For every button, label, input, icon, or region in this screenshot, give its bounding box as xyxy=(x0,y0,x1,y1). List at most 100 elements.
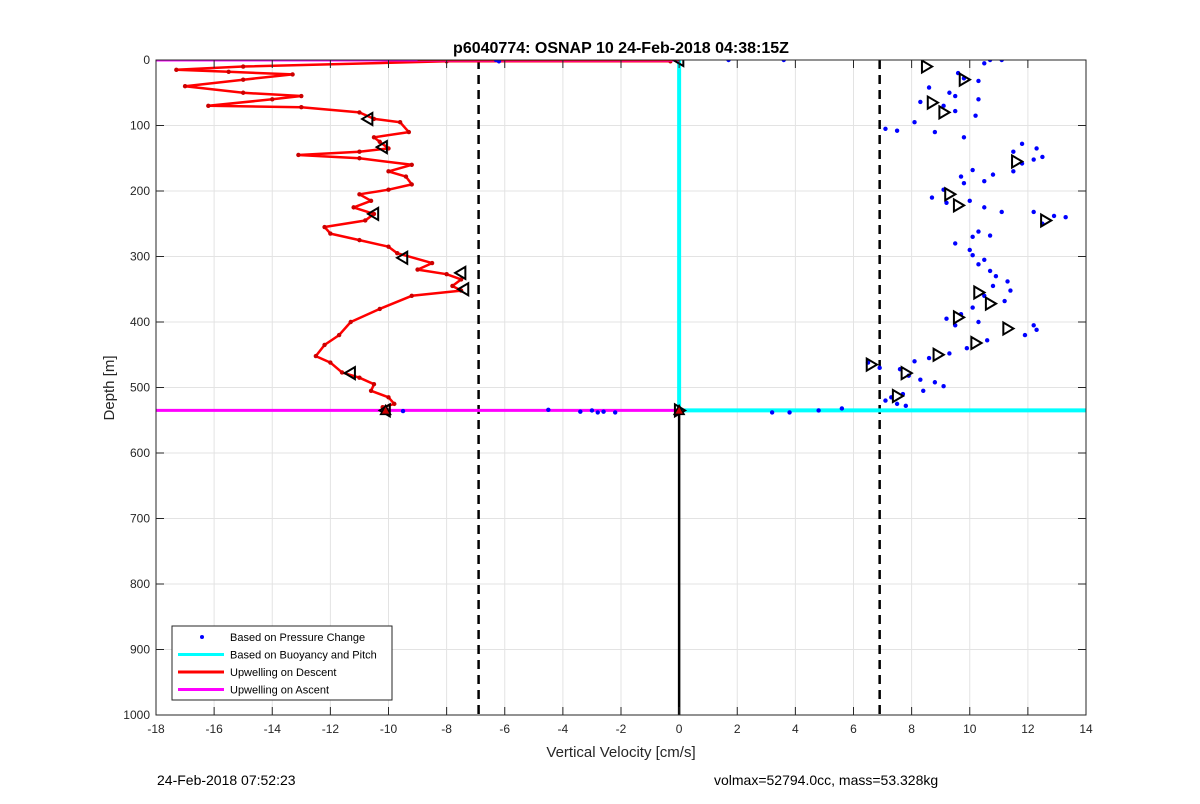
pressure-change-point xyxy=(967,247,972,253)
descent-point xyxy=(409,162,414,167)
chart-title: p6040774: OSNAP 10 24-Feb-2018 04:38:15Z xyxy=(453,40,789,57)
pressure-change-point xyxy=(929,195,935,200)
descent-point xyxy=(313,353,319,359)
y-tick-label: 700 xyxy=(130,512,150,526)
descent-point xyxy=(406,129,412,135)
turn-marker xyxy=(379,403,392,416)
turn-marker xyxy=(672,403,686,416)
x-tick-label: 6 xyxy=(850,722,857,736)
ascent-marker xyxy=(970,335,984,351)
descent-marker xyxy=(342,365,356,381)
ascent-marker xyxy=(958,71,972,88)
descent-point xyxy=(450,283,455,289)
ascent-marker xyxy=(920,60,935,75)
pressure-change-point xyxy=(1011,149,1016,154)
x-tick-label: 2 xyxy=(734,722,741,736)
descent-point xyxy=(357,237,362,243)
pressure-change-point xyxy=(1011,169,1016,174)
pressure-change-point xyxy=(953,241,958,246)
descent-point xyxy=(357,375,362,380)
descent-point xyxy=(328,360,333,365)
pressure-change-point xyxy=(726,60,731,63)
ascent-marker xyxy=(891,388,906,404)
y-tick-label: 500 xyxy=(130,381,150,395)
x-tick-label: -14 xyxy=(264,722,282,736)
descent-point xyxy=(357,156,362,161)
descent-point xyxy=(377,306,382,312)
ascent-marker xyxy=(900,365,914,381)
descent-point xyxy=(339,370,345,375)
pressure-change-point xyxy=(918,377,923,382)
descent-point xyxy=(386,244,391,249)
ascent-marker xyxy=(926,94,940,111)
descent-point xyxy=(368,388,374,393)
descent-point xyxy=(458,277,464,282)
pressure-change-point xyxy=(546,407,551,412)
descent-marker xyxy=(456,281,470,297)
pressure-change-point xyxy=(976,229,981,234)
footer-volmax-mass: volmax=52794.0cc, mass=53.328kg xyxy=(714,772,939,788)
ascent-marker xyxy=(1040,212,1054,229)
pressure-change-point xyxy=(982,61,987,66)
pressure-change-point xyxy=(970,252,975,258)
descent-point xyxy=(386,395,391,400)
legend-box xyxy=(171,625,393,701)
descent-marker xyxy=(365,206,380,222)
x-tick-label: -16 xyxy=(205,722,223,736)
pressure-change-point xyxy=(947,90,952,95)
pressure-change-point xyxy=(769,410,775,415)
ascent-marker xyxy=(984,295,999,312)
descent-point xyxy=(206,103,211,109)
descent-point xyxy=(240,77,246,82)
x-tick-label: -12 xyxy=(322,722,340,736)
descent-point xyxy=(386,169,391,174)
ascent-marker xyxy=(1011,153,1025,170)
legend-label: Upwelling on Ascent xyxy=(230,685,329,697)
pressure-change-point xyxy=(982,205,987,210)
pressure-change-point xyxy=(961,180,967,186)
descent-point xyxy=(299,93,304,99)
pressure-change-point xyxy=(1019,141,1025,147)
y-tick-label: 400 xyxy=(130,315,150,329)
pressure-change-point xyxy=(883,398,888,403)
pressure-change-point xyxy=(612,410,618,415)
y-tick-label: 0 xyxy=(143,53,150,67)
x-tick-label: -10 xyxy=(380,722,398,736)
descent-point xyxy=(357,110,362,115)
y-tick-label: 800 xyxy=(130,577,150,591)
pressure-change-point xyxy=(953,93,958,99)
pressure-change-point xyxy=(1063,215,1068,220)
descent-point xyxy=(368,198,374,204)
pressure-change-point xyxy=(1031,209,1036,215)
descent-point xyxy=(386,187,391,192)
pressure-change-point xyxy=(883,126,888,131)
descent-point xyxy=(395,251,400,256)
descent-point xyxy=(377,139,382,145)
descent-marker xyxy=(453,265,467,281)
pressure-change-point xyxy=(1034,327,1039,333)
descent-point xyxy=(392,401,397,407)
pressure-change-point xyxy=(947,351,952,356)
x-tick-label: 14 xyxy=(1079,722,1093,736)
descent-point xyxy=(409,182,414,187)
x-tick-label: -6 xyxy=(499,722,510,736)
descent-point xyxy=(322,224,327,230)
pressure-change-point xyxy=(926,355,932,361)
descent-point xyxy=(415,267,420,272)
descent-point xyxy=(290,72,295,77)
descent-point xyxy=(348,319,353,325)
descent-point xyxy=(182,84,188,89)
descent-point xyxy=(357,149,362,154)
pressure-change-point xyxy=(595,410,600,415)
pressure-change-point xyxy=(982,178,987,184)
pressure-change-point xyxy=(990,283,996,289)
descent-point xyxy=(299,104,304,110)
pressure-change-point xyxy=(877,365,882,371)
y-tick-label: 600 xyxy=(130,446,150,460)
pressure-change-point xyxy=(987,233,993,238)
pressure-change-point xyxy=(967,198,972,204)
legend: Based on Pressure Change Based on Buoyanc… xyxy=(171,625,393,701)
pressure-change-point xyxy=(987,268,993,274)
x-tick-label: 10 xyxy=(963,722,977,736)
pressure-change-point xyxy=(976,78,981,84)
